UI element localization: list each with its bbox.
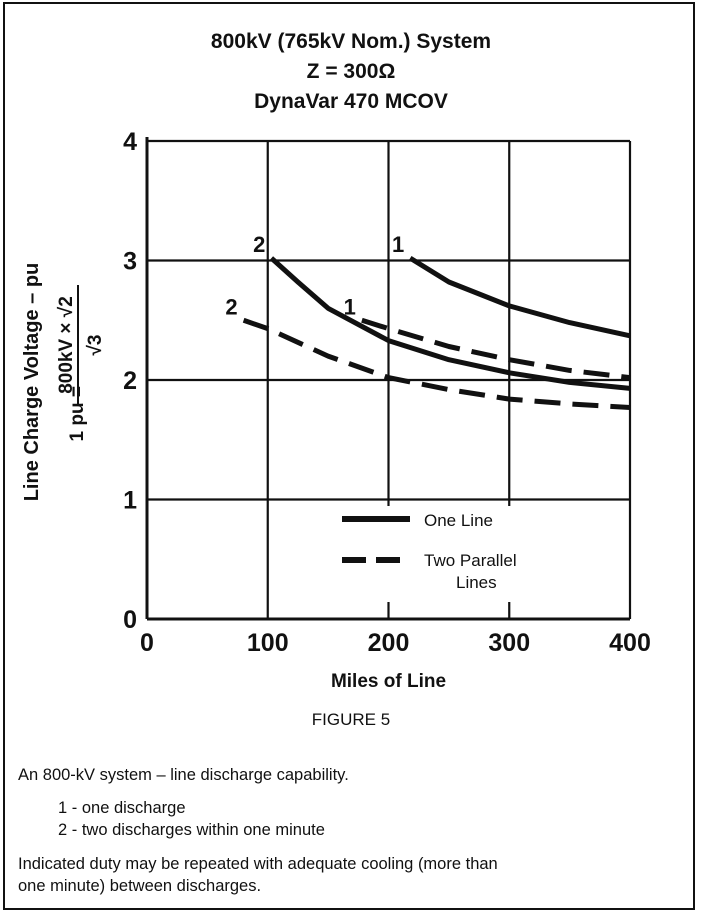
series-label: 1 xyxy=(392,232,404,257)
chart-title-line-2: Z = 300Ω xyxy=(306,60,396,83)
caption-item-1: 1 - one discharge xyxy=(58,799,186,817)
y-axis-label: Line Charge Voltage – pu xyxy=(21,263,43,502)
series-line-two-parallel-lines-2 xyxy=(242,317,631,410)
chart-title-line-1: 800kV (765kV Nom.) System xyxy=(210,30,492,53)
caption-item-2: 2 - two discharges within one minute xyxy=(58,821,325,839)
y-tick-label: 3 xyxy=(123,248,137,276)
caption-note-line-2: one minute) between discharges. xyxy=(18,877,262,895)
y-tick-label: 0 xyxy=(123,606,137,634)
x-tick-label: 100 xyxy=(247,629,289,657)
series-label: 1 xyxy=(344,294,356,319)
figure-frame xyxy=(3,2,695,910)
x-tick-label: 300 xyxy=(488,629,530,657)
y-axis-unit-definition: 1 pu = xyxy=(67,386,88,441)
series-line-one-line-1 xyxy=(408,255,631,339)
y-axis-unit-denominator: √3 xyxy=(85,335,106,356)
chart-title-line-3: DynaVar 470 MCOV xyxy=(254,90,448,113)
caption-note-line-1: Indicated duty may be repeated with adeq… xyxy=(18,855,498,873)
x-tick-label: 200 xyxy=(368,629,410,657)
y-tick-label: 4 xyxy=(123,128,137,156)
y-axis-unit-numerator: 800kV × √2 xyxy=(56,296,77,394)
x-tick-label: 0 xyxy=(140,629,154,657)
figure-label: FIGURE 5 xyxy=(311,710,391,729)
series-line-two-parallel-lines-1 xyxy=(361,317,631,381)
y-tick-label: 2 xyxy=(123,367,137,395)
series-label: 2 xyxy=(253,232,265,257)
series-label: 2 xyxy=(225,294,237,319)
legend-label-two-parallel-lines-2: Lines xyxy=(456,573,497,592)
caption-main: An 800-kV system – line discharge capabi… xyxy=(18,766,349,784)
x-tick-label: 400 xyxy=(609,629,651,657)
y-tick-label: 1 xyxy=(123,487,137,515)
legend-label-one-line: One Line xyxy=(424,511,493,530)
legend-label-two-parallel-lines: Two Parallel xyxy=(424,551,517,570)
x-axis-label: Miles of Line xyxy=(331,671,446,692)
series-line-one-line-2 xyxy=(269,256,631,391)
